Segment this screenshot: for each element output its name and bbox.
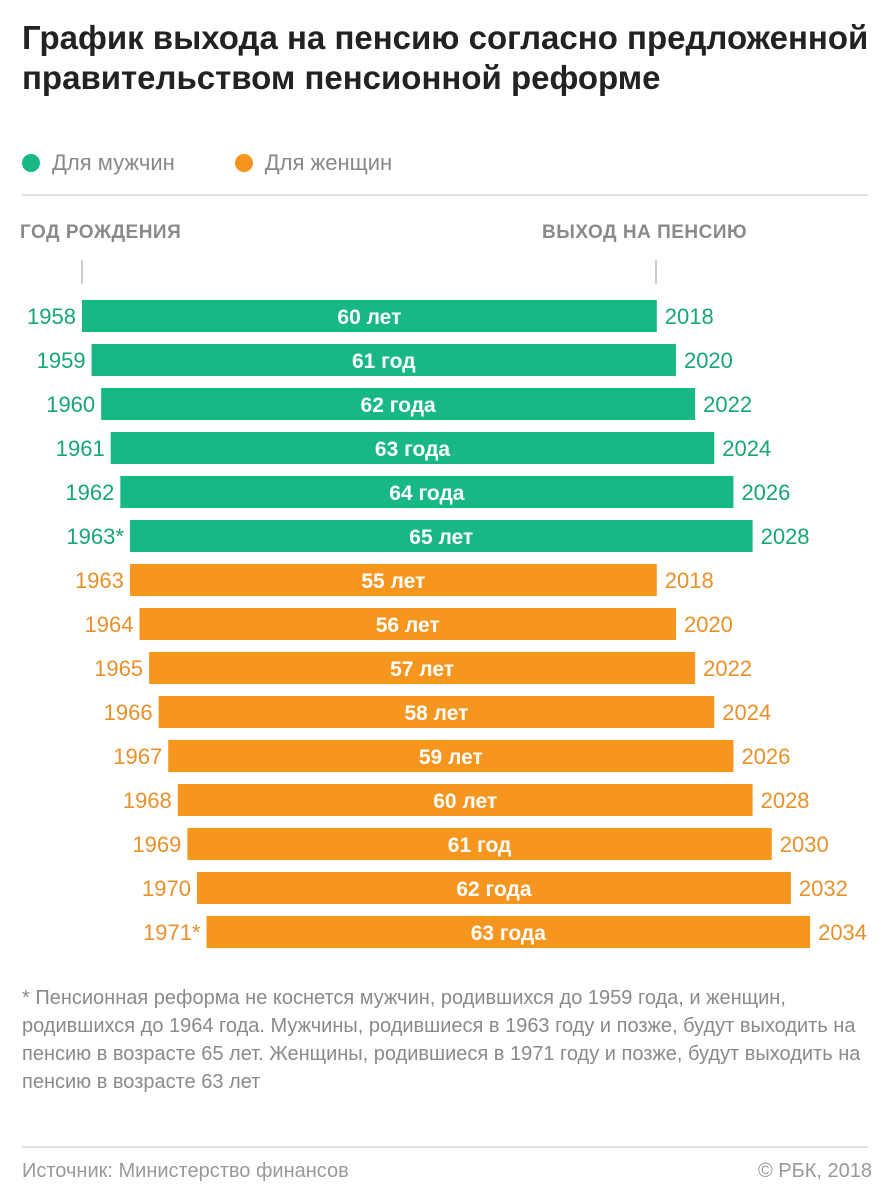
- bar: [82, 300, 657, 332]
- bar: [187, 828, 772, 860]
- bar-age-label: 63 года: [471, 922, 547, 945]
- retirement-year-label: 2022: [703, 656, 752, 681]
- birth-year-label: 1964: [85, 612, 134, 637]
- birth-year-label: 1969: [132, 832, 181, 857]
- divider-bottom: [22, 1146, 868, 1148]
- birth-year-label: 1965: [94, 656, 143, 681]
- birth-year-label: 1968: [123, 788, 172, 813]
- bar-age-label: 59 лет: [419, 746, 483, 769]
- bar: [139, 608, 676, 640]
- retirement-year-label: 2026: [741, 744, 790, 769]
- birth-year-label: 1967: [113, 744, 162, 769]
- birth-year-label: 1960: [46, 392, 95, 417]
- legend-label-women: Для женщин: [264, 150, 393, 175]
- bar: [206, 916, 811, 948]
- source: Источник: Министерство финансов: [22, 1160, 349, 1182]
- bar-age-label: 58 лет: [404, 702, 468, 725]
- bar: [158, 696, 715, 728]
- birth-year-label: 1970: [142, 876, 191, 901]
- bar-age-label: 60 лет: [337, 306, 401, 329]
- bar: [177, 784, 753, 816]
- birth-year-label: 1971*: [143, 920, 201, 945]
- axis-tick-left: [81, 260, 83, 284]
- legend: Для мужчин Для женщин: [22, 150, 392, 176]
- bar-age-label: 57 лет: [390, 658, 454, 681]
- retirement-year-label: 2032: [799, 876, 848, 901]
- retirement-year-label: 2018: [665, 568, 714, 593]
- chart-title: График выхода на пенсию согласно предлож…: [22, 19, 869, 96]
- birth-year-label: 1961: [56, 436, 105, 461]
- axis-tick-right: [655, 260, 657, 284]
- birth-year-label: 1958: [27, 304, 76, 329]
- birth-year-label: 1959: [37, 348, 86, 373]
- bar-age-label: 62 года: [456, 878, 532, 901]
- bar-age-label: 62 года: [361, 394, 437, 417]
- bar: [110, 432, 715, 464]
- retirement-year-label: 2018: [665, 304, 714, 329]
- birth-year-label: 1966: [104, 700, 153, 725]
- retirement-year-label: 2020: [684, 348, 733, 373]
- birth-year-label: 1963: [75, 568, 124, 593]
- bar: [196, 872, 791, 904]
- bar: [129, 564, 657, 596]
- bar: [168, 740, 734, 772]
- bar-age-label: 61 год: [448, 834, 512, 857]
- bar: [120, 476, 734, 508]
- legend-dot-women: [234, 154, 253, 172]
- legend-dot-men: [22, 154, 40, 172]
- bar-age-label: 55 лет: [361, 570, 425, 593]
- bar-age-label: 60 лет: [433, 790, 497, 813]
- footnote: * Пенсионная реформа не коснется мужчин,…: [22, 987, 861, 1093]
- bar-age-label: 65 лет: [409, 526, 473, 549]
- retirement-year-label: 2028: [761, 524, 810, 549]
- retirement-year-label: 2022: [703, 392, 752, 417]
- bar-age-label: 61 год: [352, 350, 416, 373]
- retirement-year-label: 2024: [722, 700, 771, 725]
- axis-label-retirement: ВЫХОД НА ПЕНСИЮ: [542, 222, 748, 243]
- retirement-year-label: 2030: [780, 832, 829, 857]
- retirement-year-label: 2020: [684, 612, 733, 637]
- birth-year-label: 1962: [65, 480, 114, 505]
- bar-age-label: 63 года: [375, 438, 451, 461]
- copyright: © РБК, 2018: [757, 1160, 872, 1182]
- legend-item-men: Для мужчин: [22, 150, 175, 176]
- divider: [22, 194, 868, 196]
- axis-label-birth-year: ГОД РОЖДЕНИЯ: [20, 222, 182, 243]
- bar-age-label: 64 года: [389, 482, 465, 505]
- bar: [129, 520, 753, 552]
- retirement-year-label: 2034: [818, 920, 867, 945]
- birth-year-label: 1963*: [66, 524, 124, 549]
- legend-label-men: Для мужчин: [52, 150, 175, 175]
- retirement-year-label: 2024: [722, 436, 771, 461]
- bar: [149, 652, 696, 684]
- retirement-year-label: 2026: [741, 480, 790, 505]
- bar: [91, 344, 676, 376]
- bar-age-label: 56 лет: [376, 614, 440, 637]
- legend-item-women: Для женщин: [234, 150, 393, 176]
- bar: [101, 388, 696, 420]
- retirement-year-label: 2028: [761, 788, 810, 813]
